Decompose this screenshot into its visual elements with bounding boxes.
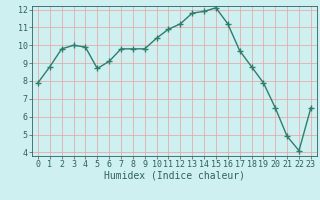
X-axis label: Humidex (Indice chaleur): Humidex (Indice chaleur) [104,171,245,181]
